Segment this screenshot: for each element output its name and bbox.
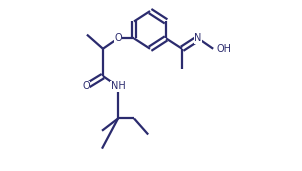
Text: O: O	[114, 33, 122, 43]
Text: O: O	[82, 81, 90, 91]
Text: OH: OH	[216, 44, 231, 54]
Text: NH: NH	[111, 81, 125, 91]
Text: N: N	[194, 33, 202, 43]
